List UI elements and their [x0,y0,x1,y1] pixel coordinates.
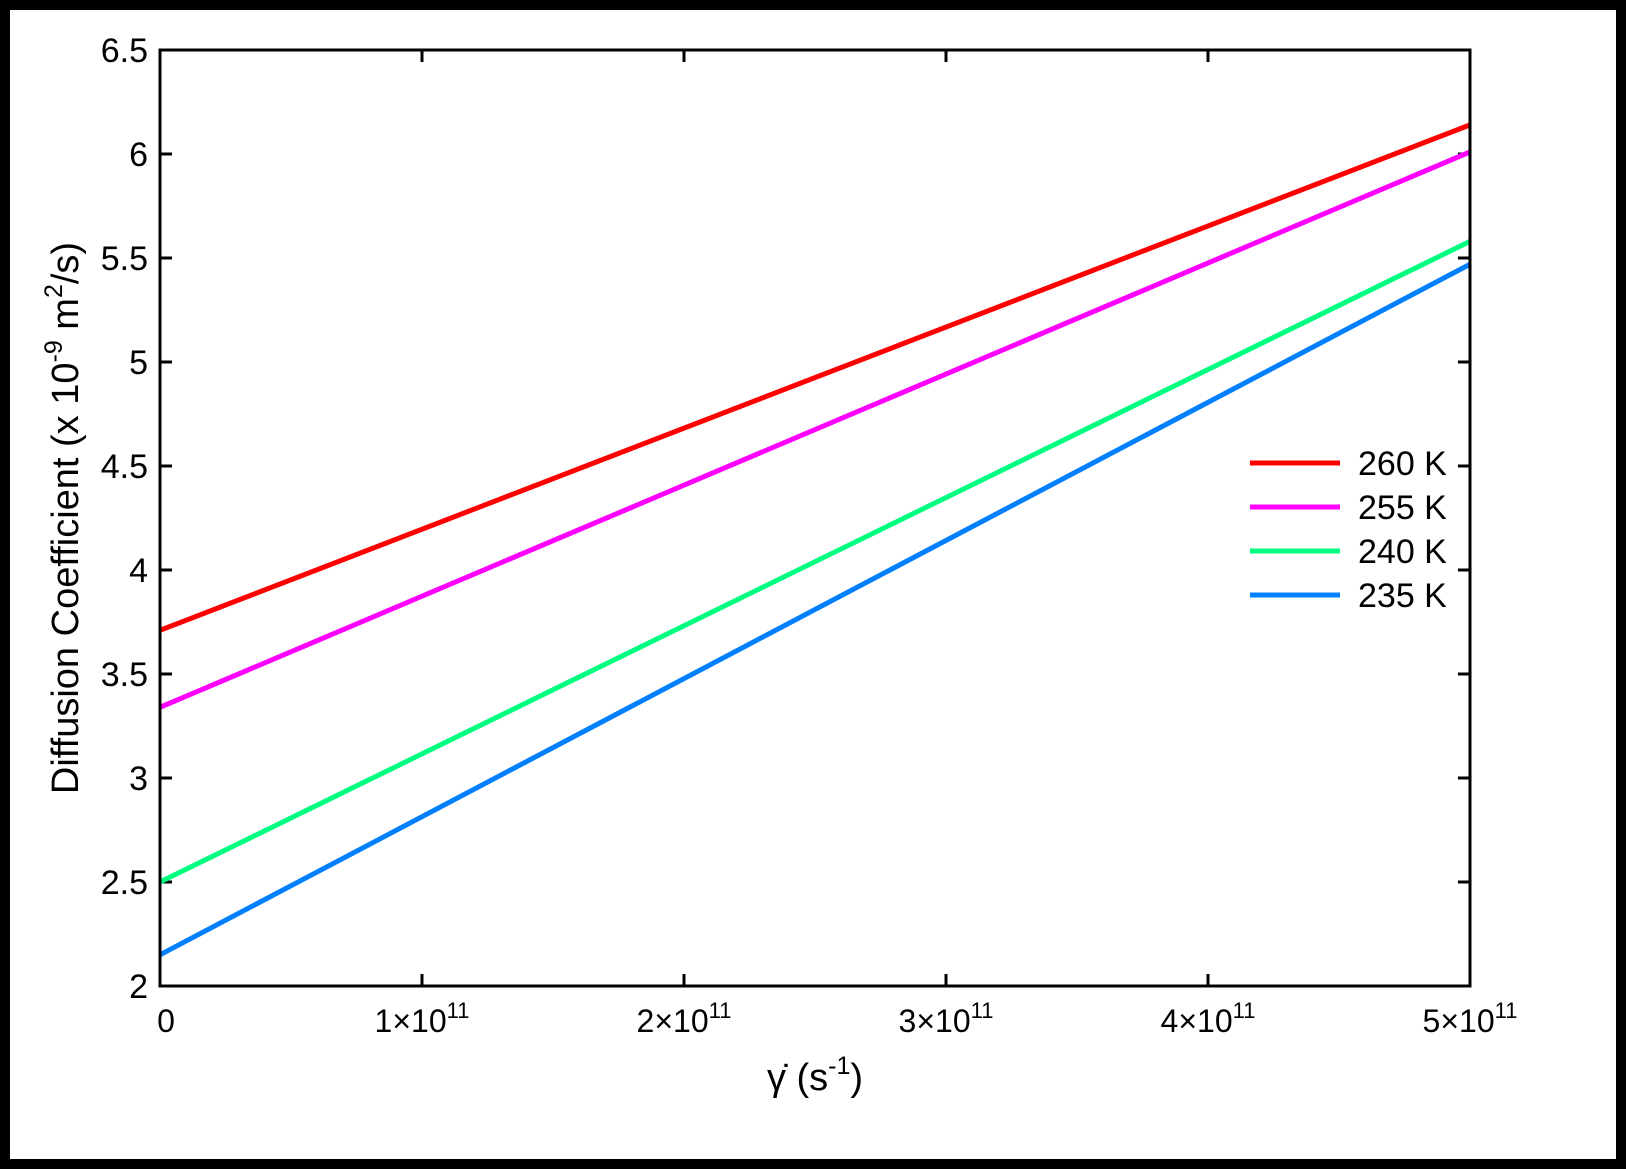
y-axis-label-main: Diffusion Coefficient (x 10 [45,362,87,794]
x-tick-label: 4×1011 [1161,998,1256,1039]
chart-frame: 2 2.5 3 3.5 4 4.5 5 5.5 6 6.5 0 1×1011 2×1011 3×1011… [10,10,1616,1159]
x-tick-base: 1×10 [375,1003,447,1039]
y-tick-label: 6 [129,136,148,174]
y-tick-label: 2.5 [101,864,148,902]
x-tick-label: 1×1011 [375,998,470,1039]
x-tick-labels: 0 1×1011 2×1011 3×1011 4×1011 5×1011 [157,998,1517,1039]
x-axis-label: γ̇ (s-1) [767,1052,863,1099]
series-line-255k [159,149,1471,710]
plot-area-border [158,48,1472,988]
x-tick-exponent: 11 [447,998,470,1023]
legend-label: 235 K [1358,577,1447,615]
x-tick-label: 0 [157,1003,175,1039]
x-tick-base: 2×10 [637,1003,709,1039]
x-tick-exponent: 11 [971,998,994,1023]
legend: 260 K 255 K 240 K 235 K [1250,445,1447,615]
x-tick-exponent: 11 [709,998,732,1023]
x-tick-label: 5×1011 [1423,998,1518,1039]
series-line-240k [158,239,1472,885]
line-chart: 22.533.544.555.566.5 0 1×1011 2×1011 3×1011… [40,32,1517,1099]
y-tick-label: 2 [129,968,148,1006]
legend-label: 260 K [1358,445,1447,483]
x-tick-exponent: 11 [1233,998,1256,1023]
axis-ticks [158,48,1472,988]
x-tick-base: 5×10 [1423,1003,1495,1039]
y-tick-label: 5.5 [101,240,148,278]
x-axis-label-main: γ̇ (s [767,1057,828,1099]
legend-label: 240 K [1358,533,1447,571]
x-tick-label: 3×1011 [899,998,994,1039]
x-tick-label: 2×1011 [637,998,732,1039]
y-tick-label: 4.5 [101,448,148,486]
x-tick-exponent: 11 [1495,998,1518,1023]
x-tick-base: 4×10 [1161,1003,1233,1039]
y-axis-label-mid: m [45,298,87,340]
x-tick-base: 0 [157,1003,175,1039]
y-tick-label: 6.5 [101,32,148,70]
x-axis-label-tail: ) [850,1057,863,1099]
x-tick-base: 3×10 [899,1003,971,1039]
series-line-260k [159,122,1471,633]
y-axis-label-tail: /s) [45,242,87,284]
legend-label: 255 K [1358,489,1447,527]
y-axis-label-sup2: 2 [40,284,68,298]
series-line-235k [158,262,1472,958]
y-axis-label-sup: -9 [40,340,68,362]
y-tick-labels: 2 2.5 3 3.5 4 4.5 5 5.5 6 6.5 [101,32,148,1006]
series-lines [158,122,1472,958]
y-tick-label: 4 [129,552,148,590]
x-axis-label-sup: -1 [828,1052,850,1080]
y-axis-label: Diffusion Coefficient (x 10-9 m2/s) [40,242,87,794]
y-tick-label: 3 [129,760,148,798]
y-tick-label: 3.5 [101,656,148,694]
y-tick-label: 5 [129,344,148,382]
